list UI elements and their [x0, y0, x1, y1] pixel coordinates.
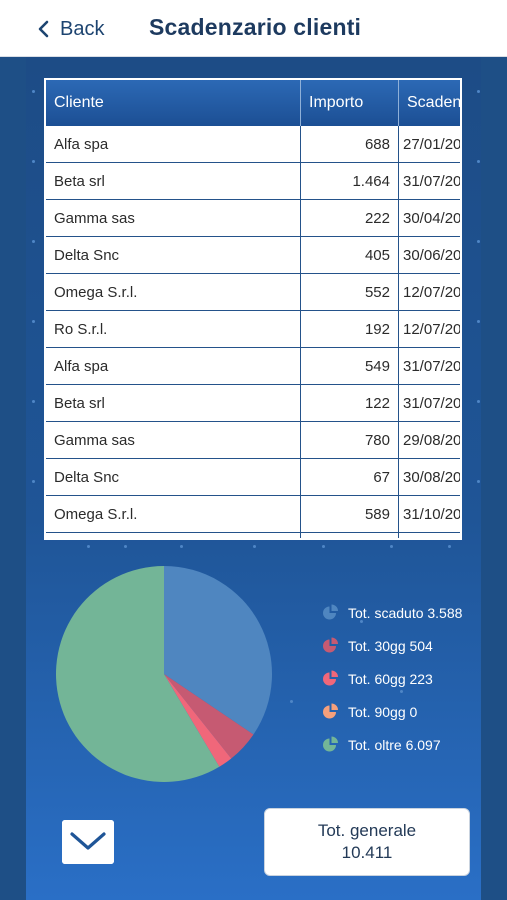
invoice-table: Cliente Importo Scadenza Alfa spa68827/0…	[44, 78, 462, 540]
cell-importo: 222	[300, 199, 399, 237]
cell-importo: 688	[300, 126, 399, 163]
cell-scadenza: 12/07/2021	[398, 273, 460, 311]
cell-scadenza: 29/08/2021	[398, 421, 460, 459]
cell-cliente: Beta srl	[46, 384, 301, 422]
legend-label: Tot. scaduto 3.588	[348, 604, 463, 621]
page-title: Scadenzario clienti	[149, 14, 362, 40]
pie-slice-2	[164, 674, 232, 767]
back-button[interactable]: Back	[36, 16, 104, 42]
cell-cliente: Gamma sas	[46, 421, 301, 459]
pie-slice-icon	[323, 703, 338, 719]
total-label: Tot. generale	[317, 821, 417, 840]
cell-cliente: Ro S.r.l.	[46, 310, 301, 348]
cell-scadenza: 31/07/2021	[398, 162, 460, 200]
total-button[interactable]: Tot. generale 10.411	[264, 808, 470, 876]
pie-slice-icon	[323, 736, 338, 752]
cell-scadenza: 12/07/2021	[398, 310, 460, 348]
cell-cliente: Alfa spa	[46, 126, 301, 163]
legend-label: Tot. 30gg 504	[348, 637, 433, 654]
chevron-left-icon	[38, 20, 49, 38]
cell-importo: 67	[300, 458, 399, 496]
pie-slice-1	[164, 674, 254, 759]
cell-cliente	[46, 532, 301, 538]
cell-importo: 405	[300, 236, 399, 274]
cell-scadenza: 30/06/2021	[398, 236, 460, 274]
table-row[interactable]	[46, 532, 460, 538]
email-button[interactable]	[62, 820, 114, 864]
cell-importo: 552	[300, 273, 399, 311]
cell-cliente: Alfa spa	[46, 347, 301, 385]
cell-cliente: Beta srl	[46, 162, 301, 200]
pie-slice-icon	[323, 637, 338, 653]
legend-item: Tot. 60gg 223	[322, 662, 462, 695]
legend-item: Tot. 30gg 504	[322, 629, 462, 662]
total-value: 10.411	[341, 843, 393, 862]
pie-slice-4	[56, 566, 220, 782]
cell-cliente: Omega S.r.l.	[46, 273, 301, 311]
legend-label: Tot. oltre 6.097	[348, 736, 441, 753]
legend-item: Tot. 90gg 0	[322, 695, 462, 728]
column-header-scadenza[interactable]: Scadenza	[398, 80, 460, 126]
legend-item: Tot. scaduto 3.588	[322, 596, 462, 629]
pie-chart	[56, 566, 272, 782]
pie-slice-icon	[323, 670, 338, 686]
chart-legend: Tot. scaduto 3.588 Tot. 30gg 504 Tot. 60gg…	[322, 596, 462, 761]
cell-scadenza: 31/10/2021	[398, 495, 460, 533]
pie-slice-0	[164, 566, 272, 735]
cell-cliente: Delta Snc	[46, 236, 301, 274]
envelope-icon	[62, 820, 114, 864]
cell-scadenza: 31/07/2021	[398, 347, 460, 385]
cell-scadenza: 27/01/2020	[398, 126, 460, 163]
legend-item: Tot. oltre 6.097	[322, 728, 462, 761]
back-label: Back	[60, 17, 105, 40]
pie-slice-icon	[323, 604, 338, 620]
cell-importo	[300, 532, 399, 538]
app-header: Back Scadenzario clienti	[0, 0, 507, 57]
cell-importo: 549	[300, 347, 399, 385]
cell-scadenza: 31/07/2021	[398, 384, 460, 422]
column-header-cliente[interactable]: Cliente	[46, 80, 301, 126]
cell-cliente: Gamma sas	[46, 199, 301, 237]
cell-importo: 192	[300, 310, 399, 348]
column-header-importo[interactable]: Importo	[300, 80, 399, 126]
cell-importo: 122	[300, 384, 399, 422]
cell-cliente: Delta Snc	[46, 458, 301, 496]
cell-scadenza: 30/08/2021	[398, 458, 460, 496]
cell-importo: 1.464	[300, 162, 399, 200]
cell-importo: 589	[300, 495, 399, 533]
legend-label: Tot. 60gg 223	[348, 670, 433, 687]
cell-importo: 780	[300, 421, 399, 459]
table-header-row: Cliente Importo Scadenza	[46, 80, 460, 126]
cell-scadenza	[398, 532, 460, 538]
cell-cliente: Omega S.r.l.	[46, 495, 301, 533]
legend-label: Tot. 90gg 0	[348, 703, 418, 720]
cell-scadenza: 30/04/2021	[398, 199, 460, 237]
